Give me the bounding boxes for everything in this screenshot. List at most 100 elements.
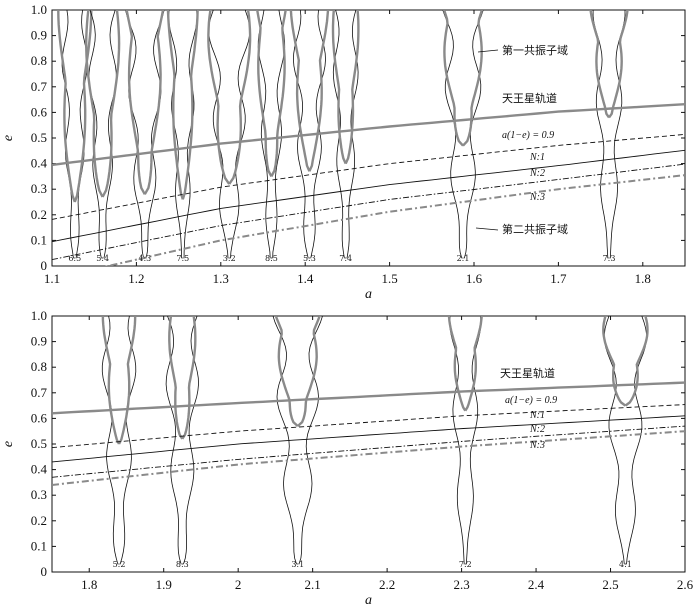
second-subdomain-left [208, 10, 229, 259]
second-subdomain-label: 第二共振子域 [502, 222, 568, 236]
x-tick-label: 1.5 [381, 271, 397, 286]
first-subdomain-left [166, 10, 184, 200]
x-tick-label: 1.1 [44, 271, 60, 286]
first-subdomain-right [181, 316, 197, 440]
first-subdomain-left [442, 10, 464, 147]
second-subdomain-left [592, 10, 609, 259]
second-subdomain-left [101, 316, 119, 565]
x-tick-label: 2.6 [677, 577, 694, 592]
x-tick-label: 2.4 [528, 577, 545, 592]
first-subdomain-left [589, 10, 610, 119]
resonance-7-3 [589, 10, 629, 259]
second-subdomain-right [183, 316, 199, 565]
x-tick-label: 1.4 [297, 271, 314, 286]
second-subdomain-right [230, 10, 251, 259]
first-subdomain-right [270, 10, 287, 177]
first-subdomain-label: 第一共振子域 [502, 43, 568, 57]
resonance-label: 7:3 [603, 254, 616, 263]
y-tick-label: 0.7 [31, 79, 48, 94]
second-subdomain-right [463, 10, 484, 259]
first-subdomain-left [125, 10, 146, 195]
second-subdomain-left [125, 10, 144, 259]
first-subdomain-right [608, 10, 629, 119]
y-tick-label: 0.3 [31, 181, 47, 196]
perihelion-curve [52, 404, 685, 449]
x-tick-label: 1.2 [128, 271, 144, 286]
x-axis-label: a [365, 593, 372, 606]
resonance-label: 2:1 [457, 254, 470, 263]
plot-area [52, 10, 685, 266]
uranus-orbit-curve [52, 381, 685, 415]
second-subdomain-left [88, 10, 102, 259]
first-subdomain-right [308, 10, 330, 172]
y-tick-label: 1.0 [31, 2, 47, 17]
annotation-pointer [475, 227, 499, 231]
resonance-7-4 [331, 10, 360, 259]
n2-curve [52, 163, 685, 261]
second-subdomain-right [609, 10, 626, 259]
y-tick-label: 1.0 [31, 308, 47, 323]
y-tick-label: 0.6 [31, 104, 48, 119]
first-subdomain-left [447, 316, 467, 412]
x-tick-label: 2.1 [305, 577, 321, 592]
resonance-4-1 [602, 316, 649, 565]
plot-frame [51, 9, 686, 267]
resonance-7-2 [447, 316, 483, 565]
uranus-orbit-label: 天王星轨道 [500, 366, 555, 380]
resonance-label: 5:4 [96, 254, 109, 263]
second-subdomain-right [298, 316, 323, 565]
x-tick-label: 1.6 [466, 271, 483, 286]
second-subdomain-left [292, 10, 309, 259]
y-tick-label: 0 [41, 564, 48, 579]
uranus-orbit-curve [52, 103, 685, 167]
resonance-label: 4:3 [138, 254, 151, 263]
first-subdomain-left [101, 316, 121, 445]
first-subdomain-right [143, 10, 165, 195]
first-subdomain-right [464, 316, 483, 412]
x-axis-label: a [365, 287, 372, 302]
resonance-label: 7:4 [339, 254, 352, 263]
second-subdomain-right [183, 10, 198, 259]
y-tick-label: 0.1 [31, 538, 47, 553]
first-subdomain-right [624, 316, 649, 407]
n3-label: N:3 [529, 192, 545, 203]
x-tick-label: 1.9 [156, 577, 172, 592]
y-tick-label: 0.7 [31, 385, 48, 400]
y-axis-label: e [1, 135, 16, 141]
n1-label: N:1 [529, 410, 545, 421]
first-subdomain-left [331, 10, 347, 165]
y-tick-label: 0.4 [31, 156, 48, 171]
resonance-3-2 [207, 10, 252, 259]
y-tick-label: 0.5 [31, 130, 47, 145]
second-subdomain-right [119, 316, 137, 565]
y-tick-label: 0.6 [31, 410, 48, 425]
resonance-label: 8:3 [176, 560, 189, 569]
x-tick-label: 1.8 [81, 577, 97, 592]
y-tick-label: 0.1 [31, 232, 47, 247]
y-tick-label: 0.8 [31, 53, 47, 68]
resonance-7-5 [166, 10, 199, 259]
resonance-label: 3:1 [291, 560, 304, 569]
resonance-label: 4:1 [619, 560, 632, 569]
first-subdomain-right [181, 10, 199, 200]
perihelion-curve [52, 133, 685, 220]
resonance-label: 7:5 [176, 254, 189, 263]
y-tick-label: 0 [41, 258, 48, 273]
chart-panel-1: 1.1 1.2 1.3 1.4 1.5 1.6 1.7 1.8 0 0.1 0.2 0.3 0.4 0.5… [1, 2, 686, 302]
x-tick-label: 2 [235, 577, 242, 592]
first-subdomain-right [228, 10, 252, 185]
uranus-orbit-label: 天王星轨道 [502, 91, 557, 105]
resonance-label: 7:2 [459, 560, 472, 569]
first-subdomain-left [207, 10, 231, 185]
resonance-label: 3:2 [223, 254, 236, 263]
x-tick-label: 2.5 [602, 577, 618, 592]
first-subdomain-right [344, 10, 360, 165]
first-subdomain-right [296, 316, 321, 427]
perihelion-label: a(1−e) = 0.9 [502, 130, 554, 141]
first-subdomain-left [84, 10, 104, 198]
chart-panel-2: 1.8 1.9 2 2.1 2.2 2.3 2.4 2.5 2.6 0 0.1 0.2 0.3 0.4 0.… [1, 308, 694, 606]
x-tick-label: 2.2 [379, 577, 395, 592]
y-axis-label: e [1, 441, 16, 447]
annotation-pointer [477, 49, 499, 53]
